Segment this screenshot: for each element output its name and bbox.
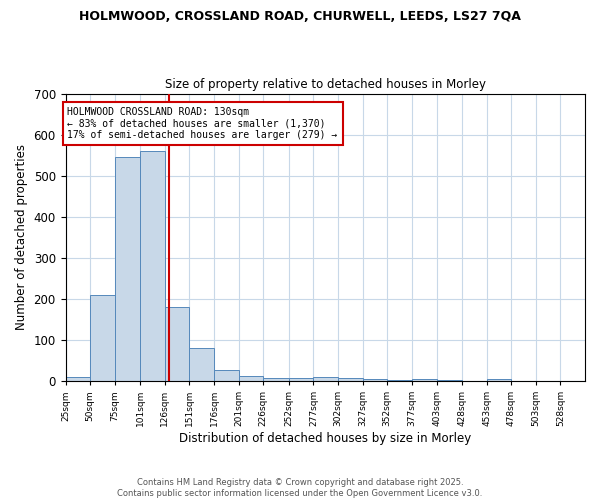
- Bar: [362, 379, 387, 381]
- Bar: [338, 378, 362, 381]
- Bar: [412, 380, 437, 381]
- Bar: [437, 380, 462, 381]
- Bar: [115, 157, 140, 381]
- Bar: [214, 370, 239, 381]
- Y-axis label: Number of detached properties: Number of detached properties: [15, 144, 28, 330]
- Bar: [165, 307, 190, 381]
- X-axis label: Distribution of detached houses by size in Morley: Distribution of detached houses by size …: [179, 432, 472, 445]
- Title: Size of property relative to detached houses in Morley: Size of property relative to detached ho…: [165, 78, 486, 91]
- Bar: [140, 151, 165, 381]
- Bar: [487, 379, 511, 381]
- Bar: [65, 377, 90, 381]
- Text: Contains HM Land Registry data © Crown copyright and database right 2025.
Contai: Contains HM Land Registry data © Crown c…: [118, 478, 482, 498]
- Bar: [289, 378, 313, 381]
- Text: HOLMWOOD CROSSLAND ROAD: 130sqm
← 83% of detached houses are smaller (1,370)
17%: HOLMWOOD CROSSLAND ROAD: 130sqm ← 83% of…: [67, 106, 338, 140]
- Bar: [90, 295, 115, 381]
- Bar: [313, 377, 338, 381]
- Text: HOLMWOOD, CROSSLAND ROAD, CHURWELL, LEEDS, LS27 7QA: HOLMWOOD, CROSSLAND ROAD, CHURWELL, LEED…: [79, 10, 521, 23]
- Bar: [190, 348, 214, 381]
- Bar: [387, 380, 412, 381]
- Bar: [239, 376, 263, 381]
- Bar: [263, 378, 289, 381]
